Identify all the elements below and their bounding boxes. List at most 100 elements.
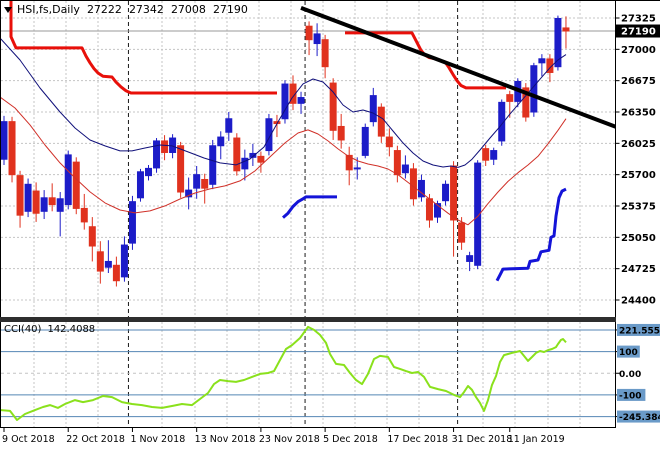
candlestick xyxy=(466,251,474,272)
candle-body xyxy=(450,165,458,221)
candle-body xyxy=(546,58,554,73)
time-axis-label: 13 Nov 2018 xyxy=(195,434,256,445)
trailing-stop-red-2[interactable] xyxy=(345,31,506,90)
ohlc-low: 27008 xyxy=(170,3,206,16)
candlestick xyxy=(337,113,345,149)
candlestick xyxy=(161,135,169,161)
candlestick xyxy=(72,157,80,215)
candlestick xyxy=(474,160,482,270)
candle-body xyxy=(169,137,177,153)
descending-trendline[interactable] xyxy=(300,6,616,129)
candlestick xyxy=(32,182,40,222)
candlestick xyxy=(490,147,498,166)
symbol-dropdown-icon[interactable] xyxy=(4,6,12,13)
symbol-period-label: HSI,fs,Daily xyxy=(17,3,80,16)
candlestick xyxy=(233,133,241,176)
time-axis-label: 31 Dec 2018 xyxy=(452,434,513,445)
candle-body xyxy=(1,121,8,160)
price-axis-label: 24725 xyxy=(621,264,656,275)
pane-splitter[interactable] xyxy=(0,317,616,322)
candle-body xyxy=(313,33,321,45)
candle-body xyxy=(161,140,169,153)
candle-body xyxy=(434,203,442,218)
candle-body xyxy=(297,97,305,104)
price-axis-label: 25375 xyxy=(621,201,656,212)
candle-body xyxy=(442,183,450,202)
candle-body xyxy=(136,171,144,199)
cci-indicator-line xyxy=(1,325,567,421)
candlestick xyxy=(185,177,193,210)
candlestick xyxy=(40,190,48,220)
candle-body xyxy=(345,154,353,171)
candlestick xyxy=(434,200,442,223)
candle-body xyxy=(401,164,409,174)
candle-body xyxy=(153,140,161,169)
candle-body xyxy=(32,190,40,214)
candlestick xyxy=(417,174,425,202)
trailing-stop-blue-2[interactable] xyxy=(495,187,567,282)
candle-body xyxy=(145,167,153,177)
candlestick xyxy=(321,34,329,79)
candle-body xyxy=(554,17,562,68)
candle-body xyxy=(482,148,490,161)
candlestick xyxy=(361,123,369,159)
candle-body xyxy=(377,106,385,137)
trailing-stop-blue-1[interactable] xyxy=(282,195,337,219)
candle-body xyxy=(185,189,193,198)
price-axis-label: 24400 xyxy=(621,295,656,306)
candlestick xyxy=(401,155,409,179)
candle-body xyxy=(498,101,506,142)
time-axis-label: 17 Dec 2018 xyxy=(387,434,448,445)
cci-indicator-label: CCI(40) 142.4088 xyxy=(4,324,95,335)
price-axis-label: 25050 xyxy=(621,233,656,244)
candlestick xyxy=(48,183,56,212)
candlestick xyxy=(450,161,458,257)
time-axis-label: 1 Nov 2018 xyxy=(130,434,185,445)
candle-body xyxy=(458,222,466,243)
cci-axis-label: 221.5552 xyxy=(619,326,660,336)
candlestick xyxy=(305,21,313,56)
candlestick xyxy=(193,165,201,199)
candlestick xyxy=(506,90,514,118)
candle-body xyxy=(353,167,361,170)
candle-body xyxy=(393,150,401,176)
cci-plot-area[interactable] xyxy=(0,322,615,427)
candlestick xyxy=(562,16,570,49)
candlestick xyxy=(104,240,112,274)
candle-body xyxy=(321,39,329,68)
cci-level-label-box xyxy=(617,323,660,336)
candle-body xyxy=(201,178,209,189)
candlestick xyxy=(209,139,217,190)
candlestick xyxy=(249,143,257,166)
candle-body xyxy=(425,198,433,221)
candle-body xyxy=(56,198,64,212)
time-axis-label: 11 Jan 2019 xyxy=(508,434,565,445)
candle-body xyxy=(474,162,482,266)
candle-body xyxy=(305,25,313,41)
candle-body xyxy=(48,197,56,206)
candlestick xyxy=(120,236,128,282)
price-axis-label: 25700 xyxy=(621,170,656,181)
candlestick xyxy=(136,168,144,202)
chart-title-bar: HSI,fs,Daily 27222 27342 27008 27190 xyxy=(4,3,248,16)
candle-body xyxy=(64,154,72,206)
candle-body xyxy=(289,83,297,104)
time-axis-label: 22 Oct 2018 xyxy=(66,434,125,445)
candle-body xyxy=(8,121,16,176)
candle-body xyxy=(281,83,289,120)
candlestick xyxy=(538,54,546,77)
candlestick xyxy=(128,195,136,250)
time-axis-label: 5 Dec 2018 xyxy=(323,434,378,445)
current-price-tag-label: 27190 xyxy=(621,27,656,38)
candlestick xyxy=(96,241,104,284)
ohlc-open: 27222 xyxy=(86,3,122,16)
candlestick xyxy=(329,78,337,140)
candle-body xyxy=(104,260,112,268)
time-axis-label: 9 Oct 2018 xyxy=(2,434,55,445)
trailing-stop-red-1[interactable] xyxy=(9,0,277,95)
cci-value: 142.4088 xyxy=(47,324,96,335)
main-plot-area[interactable] xyxy=(0,0,616,317)
candle-body xyxy=(361,126,369,156)
